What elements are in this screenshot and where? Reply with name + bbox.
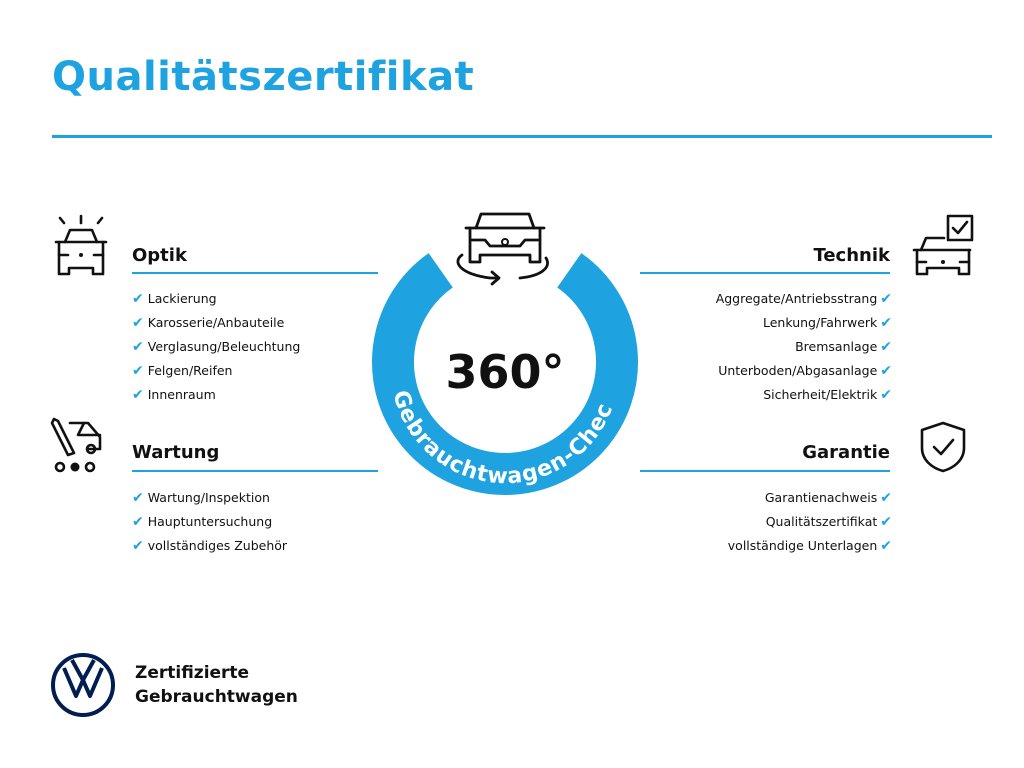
list-item: ✔ Wartung/Inspektion — [132, 486, 287, 510]
list-item: ✔ vollständiges Zubehör — [132, 534, 287, 558]
brand-line-1: Zertifizierte — [135, 663, 250, 683]
list-item: Qualitätszertifikat ✔ — [728, 510, 892, 534]
item-label: Lackierung — [147, 291, 217, 306]
technik-list: Aggregate/Antriebsstrang ✔ Lenkung/Fahrwe… — [716, 287, 892, 407]
item-label: Hauptuntersuchung — [147, 514, 273, 529]
check-icon: ✔ — [880, 291, 892, 307]
check-icon: ✔ — [880, 387, 892, 403]
list-item: Unterboden/Abgasanlage ✔ — [716, 359, 892, 383]
item-label: Aggregate/Antriebsstrang — [715, 291, 878, 306]
car-checklist-icon — [912, 214, 974, 276]
list-item: ✔ Innenraum — [132, 383, 300, 407]
item-label: Verglasung/Beleuchtung — [147, 339, 301, 354]
optik-list: ✔ Lackierung ✔ Karosserie/Anbauteile ✔ Verg… — [132, 287, 300, 407]
list-item: Sicherheit/Elektrik ✔ — [716, 383, 892, 407]
section-divider — [640, 272, 890, 274]
brand-line-2: Gebrauchtwagen — [135, 687, 298, 707]
list-item: vollständige Unterlagen ✔ — [728, 534, 892, 558]
list-item: Bremsanlage ✔ — [716, 335, 892, 359]
vw-logo — [51, 653, 115, 717]
check-icon: ✔ — [132, 538, 144, 554]
check-icon: ✔ — [880, 363, 892, 379]
section-divider — [640, 470, 890, 472]
check-icon: ✔ — [132, 514, 144, 530]
check-icon: ✔ — [880, 514, 892, 530]
service-van-icon — [50, 417, 102, 473]
rotating-car-icon — [456, 212, 549, 286]
list-item: Garantienachweis ✔ — [728, 486, 892, 510]
section-title-optik: Optik — [132, 245, 187, 266]
check-icon: ✔ — [880, 538, 892, 554]
item-label: Unterboden/Abgasanlage — [718, 363, 878, 378]
list-item: ✔ Karosserie/Anbauteile — [132, 311, 300, 335]
check-icon: ✔ — [132, 339, 144, 355]
wartung-list: ✔ Wartung/Inspektion ✔ Hauptuntersuchung ✔… — [132, 486, 287, 558]
item-label: Karosserie/Anbauteile — [147, 315, 285, 330]
check-icon: ✔ — [132, 315, 144, 331]
section-divider — [132, 272, 378, 274]
garantie-list: Garantienachweis ✔ Qualitätszertifikat ✔ v… — [728, 486, 892, 558]
check-icon: ✔ — [880, 490, 892, 506]
check-icon: ✔ — [880, 315, 892, 331]
check-icon: ✔ — [132, 363, 144, 379]
page-title: Qualitätszertifikat — [52, 54, 475, 100]
section-title-technik: Technik — [813, 245, 890, 266]
item-label: Sicherheit/Elektrik — [763, 387, 878, 402]
item-label: Wartung/Inspektion — [147, 490, 270, 505]
item-label: Bremsanlage — [795, 339, 878, 354]
check-icon: ✔ — [132, 291, 144, 307]
section-title-garantie: Garantie — [802, 442, 890, 463]
list-item: Aggregate/Antriebsstrang ✔ — [716, 287, 892, 311]
list-item: ✔ Lackierung — [132, 287, 300, 311]
item-label: Qualitätszertifikat — [765, 514, 878, 529]
section-title-wartung: Wartung — [132, 442, 220, 463]
item-label: Garantienachweis — [764, 490, 878, 505]
list-item: ✔ Verglasung/Beleuchtung — [132, 335, 300, 359]
list-item: Lenkung/Fahrwerk ✔ — [716, 311, 892, 335]
brand-text: Zertifizierte Gebrauchtwagen — [135, 661, 298, 709]
360-check-badge: Gebrauchtwagen-Check 360° — [360, 200, 638, 495]
list-item: ✔ Hauptuntersuchung — [132, 510, 287, 534]
item-label: Innenraum — [147, 387, 216, 402]
item-label: vollständiges Zubehör — [147, 538, 288, 553]
title-divider — [52, 135, 992, 138]
item-label: vollständige Unterlagen — [727, 538, 878, 553]
check-icon: ✔ — [880, 339, 892, 355]
ring-arc — [372, 253, 638, 495]
section-divider — [132, 470, 378, 472]
item-label: Lenkung/Fahrwerk — [763, 315, 878, 330]
check-icon: ✔ — [132, 387, 144, 403]
list-item: ✔ Felgen/Reifen — [132, 359, 300, 383]
car-lights-icon — [54, 214, 108, 276]
check-icon: ✔ — [132, 490, 144, 506]
shield-check-icon — [920, 421, 966, 473]
degrees-label: 360° — [445, 345, 564, 399]
item-label: Felgen/Reifen — [147, 363, 233, 378]
